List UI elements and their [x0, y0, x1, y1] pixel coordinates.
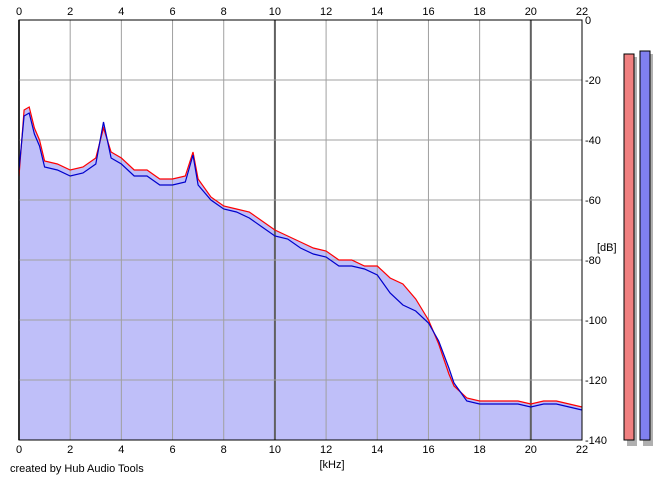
- x-tick-label: 22: [576, 6, 588, 18]
- x-tick-label: 0: [16, 444, 22, 456]
- y-tick-label: -60: [585, 195, 601, 207]
- y-tick-label: -140: [585, 435, 607, 447]
- x-tick-label: 14: [371, 6, 383, 18]
- level-meters: [623, 50, 653, 446]
- x-tick-label: 16: [422, 444, 434, 456]
- x-tick-label: 4: [118, 444, 124, 456]
- x-tick-label: 2: [67, 6, 73, 18]
- x-tick-label: 0: [16, 6, 22, 18]
- x-tick-labels-top: 0 2 4 6 8 10 12 14 16 18 20 22: [16, 6, 588, 18]
- credit-text: created by Hub Audio Tools: [10, 463, 144, 475]
- x-tick-labels-bottom: 0 2 4 6 8 10 12 14 16 18 20 22: [16, 444, 588, 456]
- x-tick-label: 8: [221, 444, 227, 456]
- x-tick-label: 18: [474, 6, 486, 18]
- y-tick-label: -20: [585, 75, 601, 87]
- level-meter-bar: [639, 50, 651, 441]
- series-line-1: [18, 106, 583, 408]
- x-tick-label: 20: [525, 6, 537, 18]
- y-tick-label: 0: [585, 15, 591, 27]
- plot-frame: [18, 19, 583, 441]
- x-tick-label: 14: [371, 444, 383, 456]
- x-tick-label: 10: [269, 444, 281, 456]
- series-lines: [18, 106, 583, 411]
- x-tick-label: 6: [169, 6, 175, 18]
- x-tick-label: 18: [474, 444, 486, 456]
- y-tick-label: -120: [585, 375, 607, 387]
- x-tick-label: 4: [118, 6, 124, 18]
- spectrum-fill: [19, 107, 582, 440]
- x-tick-label: 8: [221, 6, 227, 18]
- y-tick-labels: 0 -20 -40 -60 -80 -100 -120 -140: [585, 15, 607, 447]
- x-tick-label: 12: [320, 6, 332, 18]
- x-tick-label: 10: [269, 6, 281, 18]
- x-axis-label: [kHz]: [319, 459, 344, 471]
- y-tick-label: -40: [585, 135, 601, 147]
- x-tick-label: 20: [525, 444, 537, 456]
- level-meter-bar: [623, 53, 635, 441]
- series-line-2: [18, 112, 583, 411]
- x-tick-label: 6: [169, 444, 175, 456]
- x-tick-label: 12: [320, 444, 332, 456]
- y-tick-label: -80: [585, 255, 601, 267]
- x-tick-label: 22: [576, 444, 588, 456]
- x-tick-label: 16: [422, 6, 434, 18]
- area-fill: [19, 107, 582, 440]
- y-tick-label: -100: [585, 315, 607, 327]
- x-tick-label: 2: [67, 444, 73, 456]
- y-axis-label: [dB]: [597, 242, 617, 254]
